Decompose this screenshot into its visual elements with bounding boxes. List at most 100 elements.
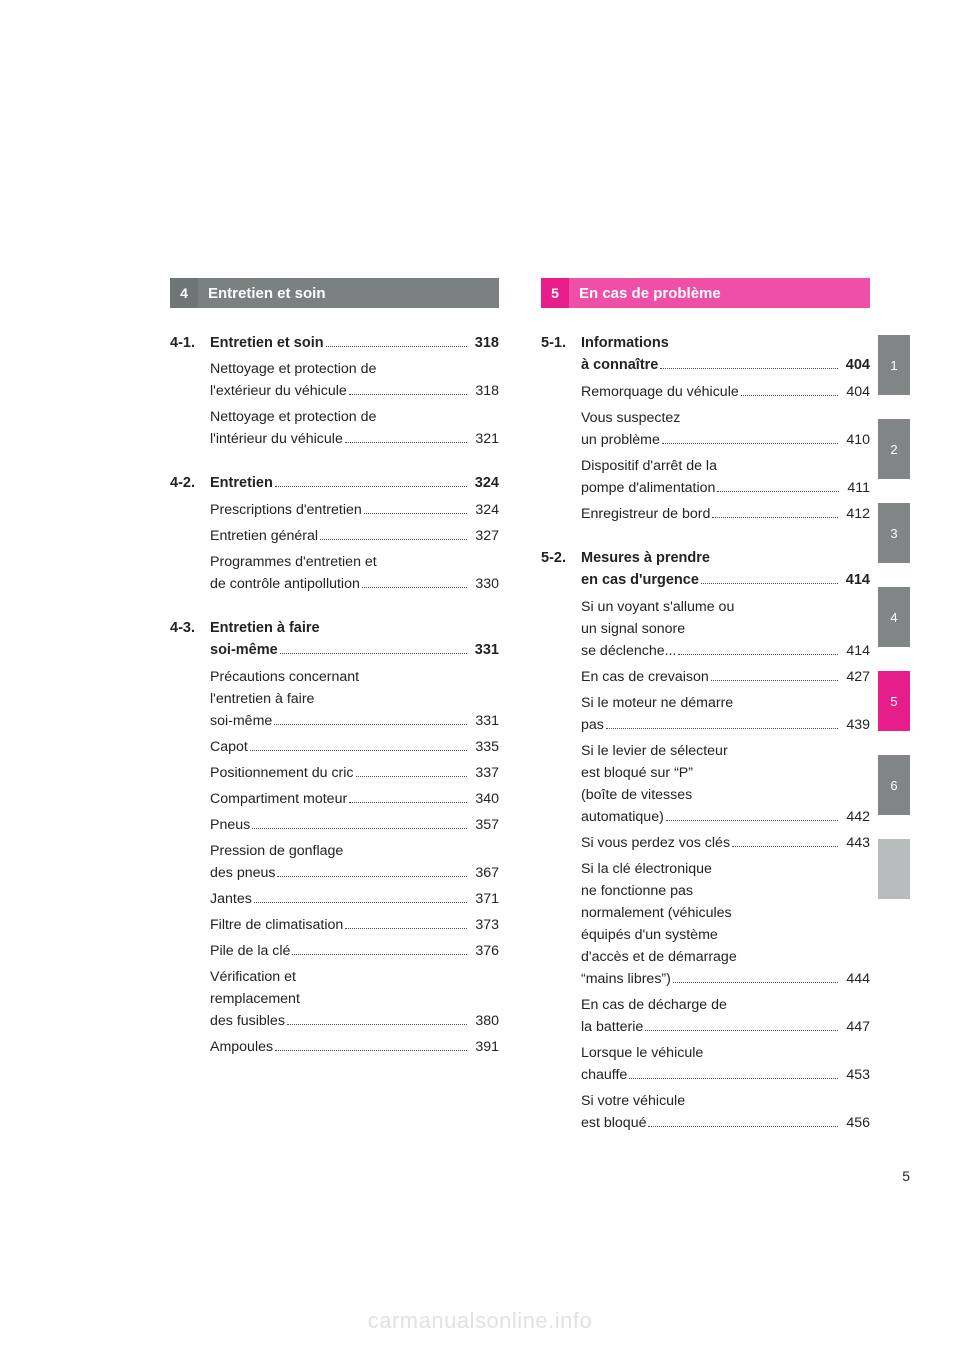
toc-item: Remorquage du véhicule404 bbox=[541, 381, 870, 403]
toc-item-label-wrap: En cas de crevaison427 bbox=[581, 666, 870, 688]
toc-leader bbox=[320, 528, 467, 540]
toc-item-page: 337 bbox=[469, 762, 499, 784]
toc-item: Entretien général327 bbox=[170, 525, 499, 547]
toc-item-page: 340 bbox=[469, 788, 499, 810]
toc-item-page: 442 bbox=[840, 806, 870, 828]
toc-leader bbox=[712, 506, 838, 518]
toc-item-label: Si votre véhicule bbox=[581, 1090, 685, 1112]
toc-item: Dispositif d'arrêt de la pompe d'aliment… bbox=[541, 455, 870, 499]
toc-item-page: 318 bbox=[469, 380, 499, 402]
toc-item: Vérification et remplacement des fusible… bbox=[170, 966, 499, 1032]
toc-item-page: 335 bbox=[469, 736, 499, 758]
toc-item: Capot335 bbox=[170, 736, 499, 758]
left-groups: 4-1.Entretien et soin318 Nettoyage et pro… bbox=[170, 332, 499, 1058]
toc-leader bbox=[673, 971, 838, 983]
chapter-tab-6[interactable]: 6 bbox=[878, 755, 910, 815]
toc-group-heading: 4-3.Entretien à fairesoi-même331 bbox=[170, 617, 499, 662]
toc-leader bbox=[606, 717, 838, 729]
toc-item-label: se déclenche... bbox=[581, 640, 676, 662]
toc-leader bbox=[275, 1039, 467, 1051]
toc-item: Jantes371 bbox=[170, 888, 499, 910]
chapter-tab-5[interactable]: 5 bbox=[878, 671, 910, 731]
toc-item-label: Positionnement du cric bbox=[210, 762, 354, 784]
toc-item: Nettoyage et protection de l'intérieur d… bbox=[170, 406, 499, 450]
toc-item-label-wrap: Si la clé électronique ne fonctionne pas… bbox=[581, 858, 870, 990]
toc-item: Nettoyage et protection de l'extérieur d… bbox=[170, 358, 499, 402]
toc-item-page: 439 bbox=[840, 714, 870, 736]
toc-group-heading: 5-1.Informationsà connaître404 bbox=[541, 332, 870, 377]
toc-item-label: Pile de la clé bbox=[210, 940, 290, 962]
toc-item-label: Vous suspectez bbox=[581, 407, 680, 429]
toc-item-page: 444 bbox=[840, 968, 870, 990]
toc-item-label: Pneus bbox=[210, 814, 250, 836]
toc-group-page: 324 bbox=[469, 472, 499, 494]
chapter-tab-blank[interactable] bbox=[878, 839, 910, 899]
toc-item-page: 373 bbox=[469, 914, 499, 936]
toc-item-label: En cas de crevaison bbox=[581, 666, 709, 688]
toc-item-label: est bloqué sur “P” bbox=[581, 762, 693, 784]
chapter-tab-3[interactable]: 3 bbox=[878, 503, 910, 563]
toc-item-label: d'accès et de démarrage bbox=[581, 946, 737, 968]
toc-item: En cas de crevaison427 bbox=[541, 666, 870, 688]
toc-group-title-wrap: Entretien à fairesoi-même331 bbox=[210, 617, 499, 662]
toc-item-label: Vérification et bbox=[210, 966, 296, 988]
toc-item-label: Jantes bbox=[210, 888, 252, 910]
toc-item-label-wrap: Pression de gonflage des pneus367 bbox=[210, 840, 499, 884]
columns: 4 Entretien et soin 4-1.Entretien et soi… bbox=[170, 278, 910, 1156]
toc-group-heading: 5-2.Mesures à prendreen cas d'urgence414 bbox=[541, 547, 870, 592]
toc-item-label-wrap: En cas de décharge de la batterie447 bbox=[581, 994, 870, 1038]
toc-item-label-wrap: Entretien général327 bbox=[210, 525, 499, 547]
toc-group-index: 4-1. bbox=[170, 332, 210, 354]
chapter-tab-1[interactable]: 1 bbox=[878, 335, 910, 395]
toc-item-label: Filtre de climatisation bbox=[210, 914, 343, 936]
toc-leader bbox=[732, 835, 838, 847]
chapter-tab-2[interactable]: 2 bbox=[878, 419, 910, 479]
toc-item-label: Nettoyage et protection de bbox=[210, 358, 376, 380]
toc-group-index: 4-3. bbox=[170, 617, 210, 639]
toc-item-label: Précautions concernant bbox=[210, 666, 359, 688]
toc-leader bbox=[275, 475, 467, 487]
toc-item-label: Prescriptions d'entretien bbox=[210, 499, 362, 521]
toc-item-page: 410 bbox=[840, 429, 870, 451]
toc-item-label-wrap: Si votre véhicule est bloqué456 bbox=[581, 1090, 870, 1134]
toc-item-label-wrap: Lorsque le véhicule chauffe453 bbox=[581, 1042, 870, 1086]
toc-group-page: 414 bbox=[840, 569, 870, 591]
toc-item-page: 391 bbox=[469, 1036, 499, 1058]
toc-item: Si votre véhicule est bloqué456 bbox=[541, 1090, 870, 1134]
toc-group-index: 5-1. bbox=[541, 332, 581, 354]
toc-leader bbox=[666, 809, 839, 821]
left-column: 4 Entretien et soin 4-1.Entretien et soi… bbox=[170, 278, 499, 1156]
toc-item-label: des fusibles bbox=[210, 1010, 285, 1032]
toc-item-label: un signal sonore bbox=[581, 618, 685, 640]
chapter-tab-4[interactable]: 4 bbox=[878, 587, 910, 647]
toc-item-page: 376 bbox=[469, 940, 499, 962]
toc-item-label: soi-même bbox=[210, 710, 272, 732]
toc-group-heading: 4-1.Entretien et soin318 bbox=[170, 332, 499, 354]
toc-leader bbox=[277, 865, 467, 877]
toc-item: Vous suspectez un problème 410 bbox=[541, 407, 870, 451]
toc-group: 4-2.Entretien324Prescriptions d'entretie… bbox=[170, 472, 499, 594]
right-column: 5 En cas de problème 5-1.Informationsà c… bbox=[541, 278, 910, 1156]
toc-item-label: Ampoules bbox=[210, 1036, 273, 1058]
toc-group-page: 404 bbox=[840, 354, 870, 376]
toc-item-label-wrap: Pneus357 bbox=[210, 814, 499, 836]
toc-item-label: Remorquage du véhicule bbox=[581, 381, 739, 403]
toc-item: Pneus357 bbox=[170, 814, 499, 836]
toc-group-page: 331 bbox=[469, 639, 499, 661]
toc-item: Filtre de climatisation 373 bbox=[170, 914, 499, 936]
toc-item: Si le moteur ne démarre pas439 bbox=[541, 692, 870, 736]
toc-item: Lorsque le véhicule chauffe453 bbox=[541, 1042, 870, 1086]
toc-item: Pression de gonflage des pneus367 bbox=[170, 840, 499, 884]
toc-group-title-wrap: Entretien324 bbox=[210, 472, 499, 494]
toc-item-label-wrap: Prescriptions d'entretien324 bbox=[210, 499, 499, 521]
toc-item-label: un problème bbox=[581, 429, 660, 451]
toc-item-label: de contrôle antipollution bbox=[210, 573, 360, 595]
toc-item: Si la clé électronique ne fonctionne pas… bbox=[541, 858, 870, 990]
toc-item-label: Dispositif d'arrêt de la bbox=[581, 455, 717, 477]
toc-item-page: 453 bbox=[840, 1064, 870, 1086]
toc-item: En cas de décharge de la batterie447 bbox=[541, 994, 870, 1038]
toc-item-label: Si le moteur ne démarre bbox=[581, 692, 733, 714]
toc-leader bbox=[326, 335, 467, 347]
toc-item-page: 412 bbox=[840, 503, 870, 525]
toc-item-label-wrap: Vérification et remplacement des fusible… bbox=[210, 966, 499, 1032]
